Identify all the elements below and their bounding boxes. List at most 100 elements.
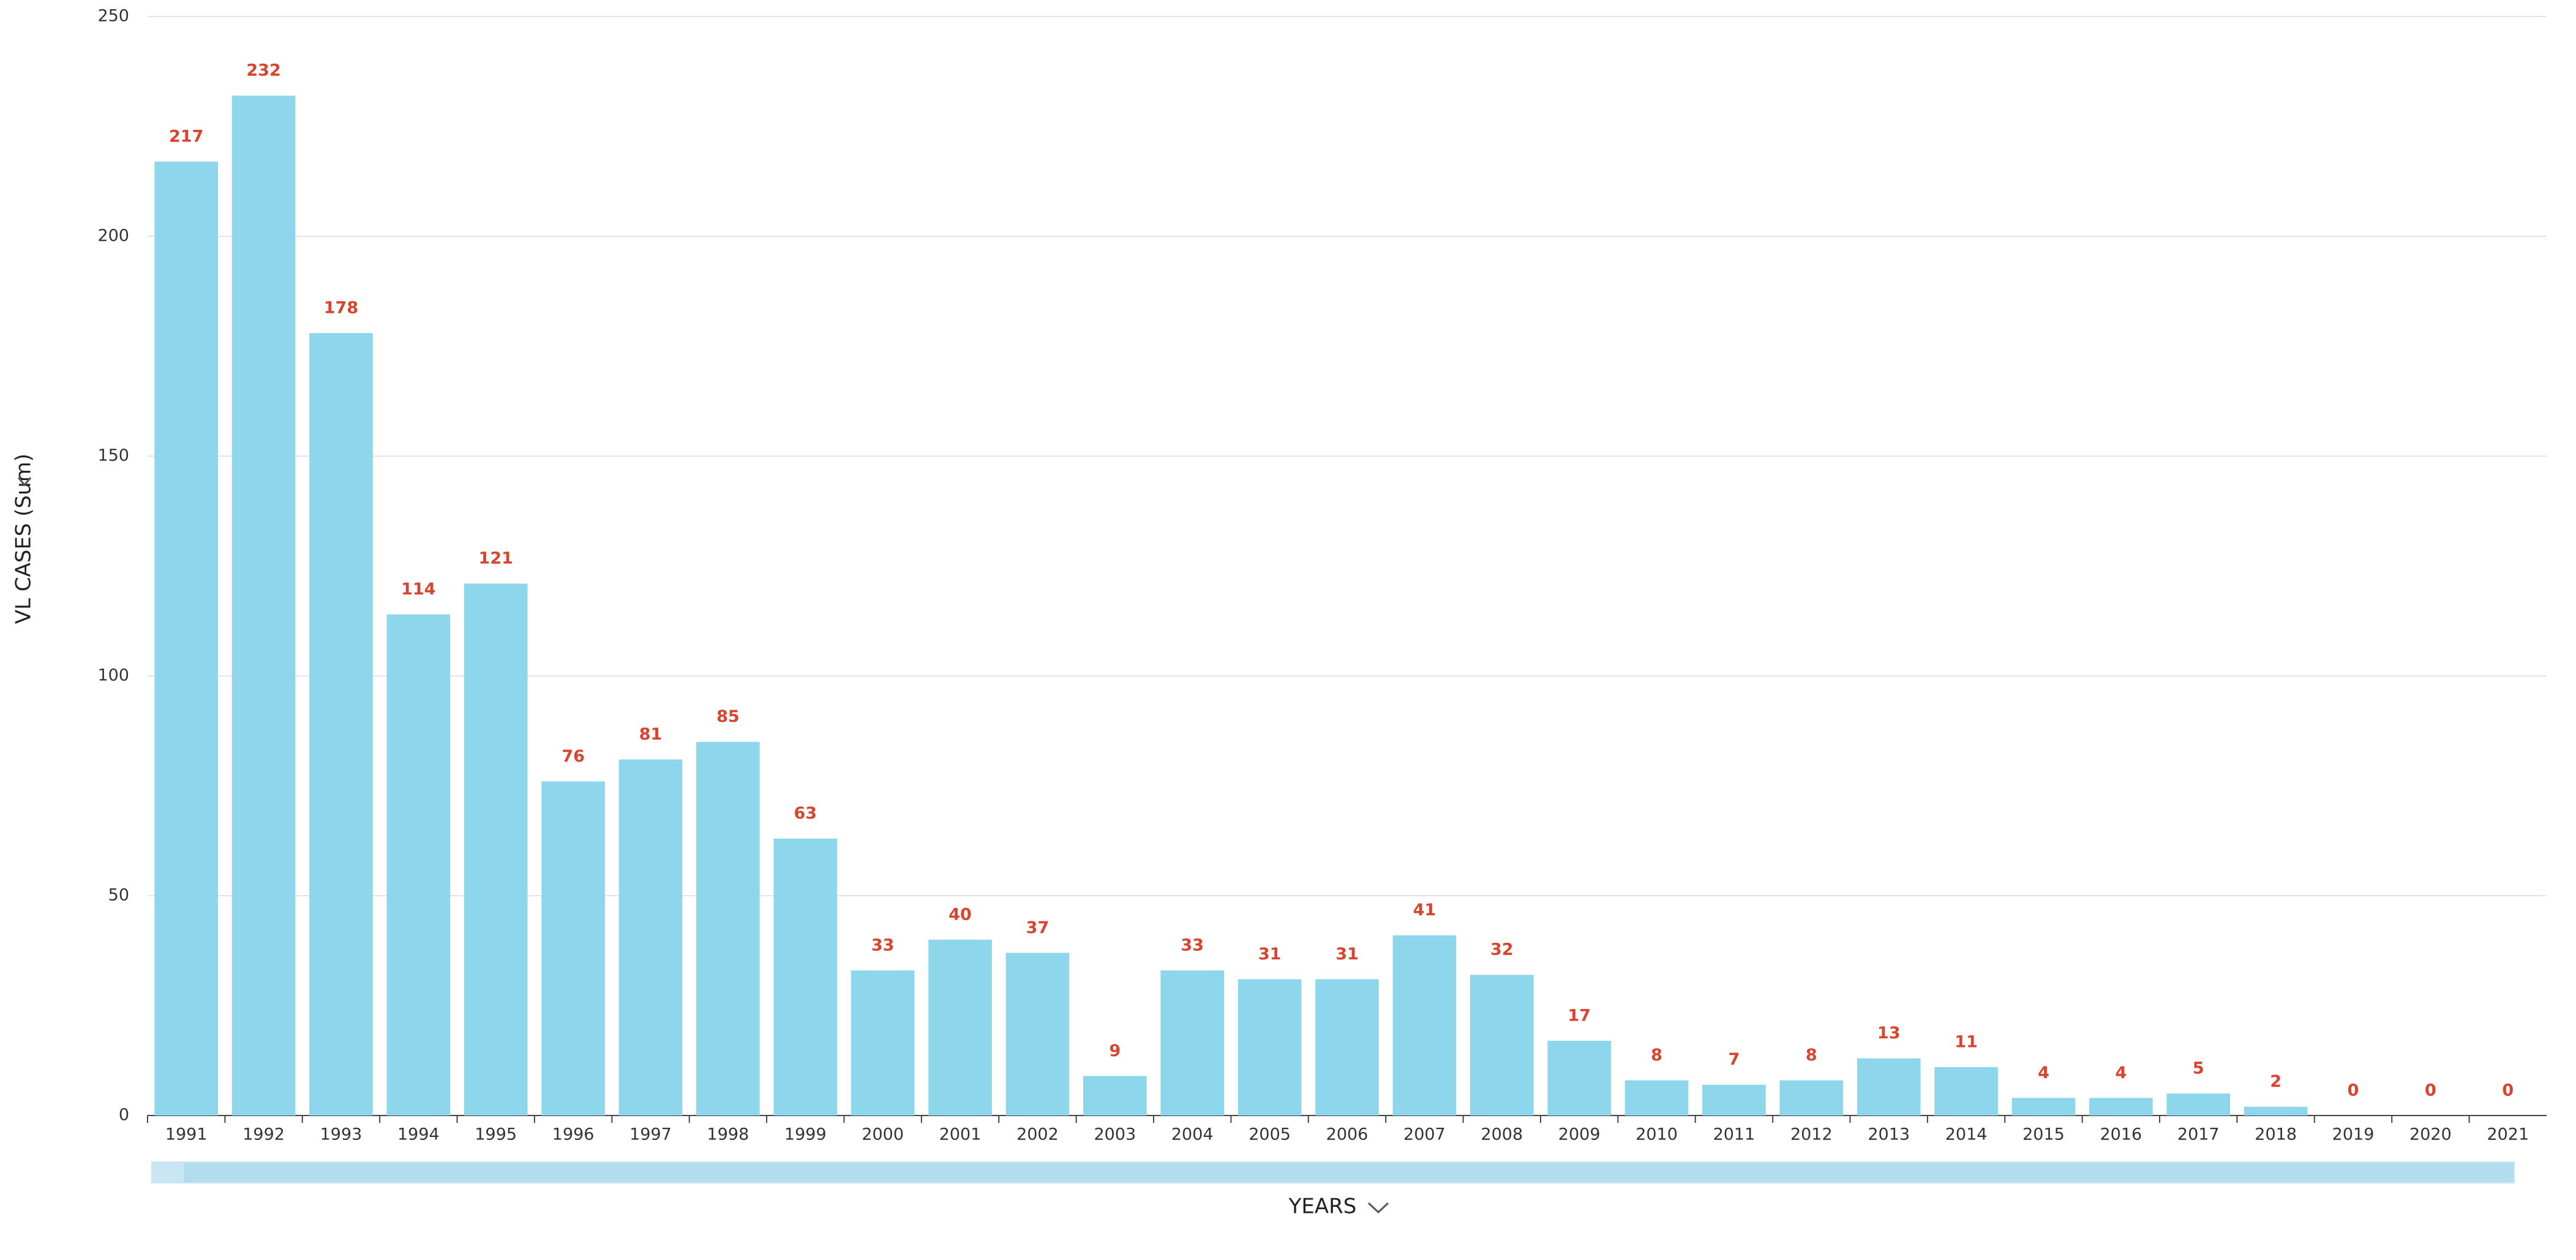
bar [1702,1084,1766,1116]
bar [1083,1076,1147,1116]
x-tick-label: 2008 [1481,1125,1523,1144]
x-tick-label: 2001 [939,1125,982,1144]
value-label: 178 [324,298,358,317]
bar [618,759,683,1116]
value-label: 85 [716,707,740,726]
value-label: 41 [1413,901,1436,920]
bar [309,332,373,1116]
x-tick-label: 2000 [862,1125,904,1144]
x-tick-label: 2014 [1945,1125,1988,1144]
x-tick-label: 2020 [2409,1125,2452,1144]
value-label: 37 [1026,918,1050,937]
bar [1857,1058,1921,1116]
value-label: 0 [2502,1081,2514,1100]
x-tick-label: 1998 [707,1125,749,1144]
value-label: 31 [1335,945,1359,964]
x-tick-label: 2010 [1635,1125,1678,1144]
bar [1005,953,1070,1116]
y-tick-label: 100 [97,666,129,685]
value-label: 17 [1568,1006,1591,1025]
value-label: 217 [169,127,203,146]
x-tick-label: 2019 [2332,1125,2375,1144]
value-label: 81 [639,725,663,744]
y-axis-dropdown[interactable] [17,477,32,487]
x-tick-label: 2003 [1094,1125,1136,1144]
bar [2089,1098,2153,1116]
x-tick-label: 2006 [1326,1125,1369,1144]
x-tick-label: 2018 [2255,1125,2297,1144]
x-tick-label: 2007 [1403,1125,1446,1144]
x-tick-label: 1992 [242,1125,285,1144]
value-label: 76 [561,747,585,766]
bar [773,838,838,1116]
bar [696,741,760,1116]
bar [1779,1080,1844,1116]
bar [154,161,219,1116]
bar [1160,970,1225,1116]
y-tick-label: 0 [119,1106,129,1125]
bar [2011,1098,2076,1116]
bar [386,614,451,1116]
x-tick-label: 2009 [1558,1125,1601,1144]
value-label: 11 [1955,1033,1978,1052]
value-label: 121 [479,549,513,568]
bar [1315,979,1379,1116]
x-tick-label: 2015 [2022,1125,2065,1144]
bar [231,96,296,1116]
x-tick-label: 1991 [165,1125,208,1144]
scrollbar-thumb[interactable] [184,1163,2514,1182]
x-tick-label: 2013 [1868,1125,1910,1144]
x-axis-dropdown[interactable] [1367,1202,1389,1214]
value-label: 40 [948,905,972,924]
value-label: 232 [246,61,280,80]
bar [2244,1106,2308,1116]
value-label: 0 [2348,1081,2359,1100]
x-axis-title: YEARS [1288,1194,1357,1219]
x-tick-label: 2002 [1016,1125,1059,1144]
value-label: 4 [2115,1063,2127,1082]
bar [2166,1093,2231,1116]
y-axis-title: VL CASES (Sum) [12,454,36,624]
x-tick-label: 1996 [552,1125,595,1144]
x-tick-label: 2021 [2487,1125,2529,1144]
value-label: 2 [2270,1072,2281,1091]
bar [464,583,528,1116]
y-tick-label: 50 [108,886,129,905]
x-tick-label: 1994 [397,1125,440,1144]
x-tick-label: 1999 [784,1125,827,1144]
x-tick-label: 1995 [475,1125,517,1144]
x-tick-label: 2012 [1790,1125,1833,1144]
y-tick-label: 200 [97,227,129,246]
value-label: 32 [1490,940,1514,959]
value-label: 9 [1109,1041,1121,1060]
bar [1392,935,1457,1116]
bar [928,939,992,1116]
bar [851,970,915,1116]
value-label: 63 [794,804,817,823]
bar [1624,1080,1689,1116]
x-tick-label: 2017 [2177,1125,2220,1144]
value-label: 8 [1651,1046,1662,1065]
bar [1237,979,1302,1116]
value-label: 0 [2425,1081,2436,1100]
x-tick-label: 1993 [320,1125,362,1144]
value-label: 5 [2193,1059,2204,1078]
bar [1470,975,1534,1116]
value-label: 114 [401,580,435,599]
bar [541,781,605,1116]
x-tick-label: 2004 [1171,1125,1214,1144]
x-tick-label: 2016 [2100,1125,2142,1144]
value-label: 33 [1181,936,1204,955]
value-label: 33 [871,936,895,955]
bar [1547,1040,1611,1116]
value-label: 4 [2038,1063,2049,1082]
value-label: 7 [1729,1050,1740,1069]
x-tick-label: 2011 [1713,1125,1756,1144]
y-tick-label: 250 [97,7,129,26]
x-tick-label: 1997 [629,1125,672,1144]
value-label: 13 [1877,1024,1901,1043]
y-tick-label: 150 [97,446,129,465]
value-label: 8 [1806,1046,1817,1065]
bar [1934,1067,1998,1116]
